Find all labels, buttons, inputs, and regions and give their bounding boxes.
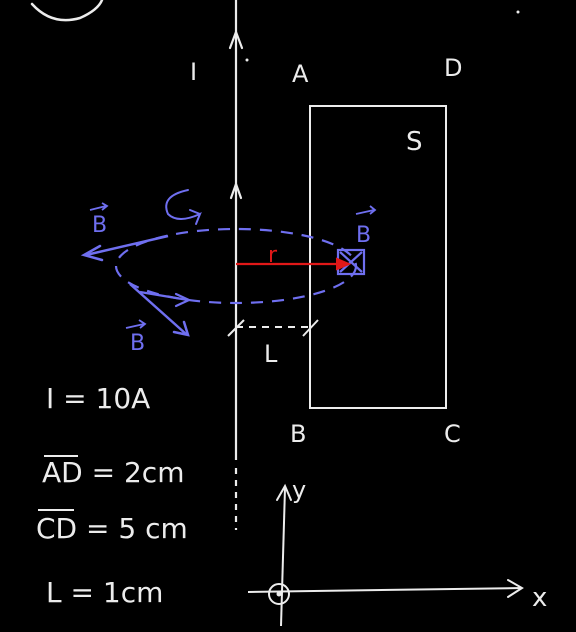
field-vector-lower-left-2-arrowhead-icon <box>174 292 192 308</box>
field-vector-lower-left-2 <box>139 290 189 302</box>
y-axis <box>280 487 286 627</box>
field-right-vector-mark-icon <box>355 205 377 215</box>
given-distance-symbol: L <box>46 576 62 609</box>
rectangular-loop <box>309 105 447 409</box>
field-lower-left-vector-mark-icon <box>125 319 147 329</box>
given-ad-value: = 2cm <box>92 456 185 489</box>
given-current-value: = 10A <box>63 382 150 415</box>
label-area: S <box>406 127 423 157</box>
stray-dot <box>516 10 520 14</box>
radius-arrowhead-icon <box>335 257 352 271</box>
given-distance: L = 1cm <box>46 576 163 609</box>
given-cd-value: = 5 cm <box>86 512 188 545</box>
field-vector-left <box>85 234 169 257</box>
label-current: I <box>190 58 197 86</box>
coordinate-axes: y x <box>247 476 547 627</box>
label-corner-c: C <box>444 420 461 448</box>
given-distance-value: = 1cm <box>71 576 164 609</box>
distance-tick-left <box>227 319 245 337</box>
given-current-symbol: I <box>46 382 54 415</box>
label-field-left: B <box>92 213 107 238</box>
given-cd-symbol: CD <box>36 512 77 545</box>
field-vector-lower-left-arrowhead-icon <box>172 320 190 337</box>
current-arrow-mid-icon <box>229 180 243 200</box>
y-axis-arrowhead-icon <box>276 483 292 501</box>
given-ad-symbol: AD <box>42 456 83 489</box>
label-axis-y: y <box>292 476 306 504</box>
givens-list: I = 10A AD = 2cm CD = 5 cm L = 1cm <box>36 382 188 609</box>
x-axis <box>247 587 523 593</box>
field-vector-left-arrowhead-icon <box>80 244 104 262</box>
field-vector-lower-left <box>129 283 187 335</box>
field-into-page-icon <box>336 248 366 276</box>
label-corner-b: B <box>290 420 306 448</box>
label-radius: r <box>268 243 278 268</box>
label-axis-x: x <box>532 583 547 613</box>
distance-tick-right <box>302 319 319 337</box>
label-field-right: B <box>356 223 371 248</box>
x-axis-arrowhead-icon <box>507 579 524 598</box>
z-axis-origin-dot <box>276 591 282 597</box>
z-axis-origin-icon <box>268 583 290 605</box>
wire-dot <box>245 58 249 62</box>
label-corner-d: D <box>444 54 462 82</box>
rotation-sense-arrow-icon <box>165 189 202 225</box>
given-current: I = 10A <box>46 382 150 415</box>
label-corner-a: A <box>292 60 309 88</box>
label-distance: L <box>264 340 278 368</box>
current-arrow-icon <box>228 28 244 50</box>
given-cd: CD = 5 cm <box>36 512 188 545</box>
label-field-lower-left: B <box>130 331 145 356</box>
given-ad: AD = 2cm <box>42 456 184 489</box>
corner-arc-fragment <box>30 0 104 22</box>
field-left-vector-mark-icon <box>89 202 109 211</box>
